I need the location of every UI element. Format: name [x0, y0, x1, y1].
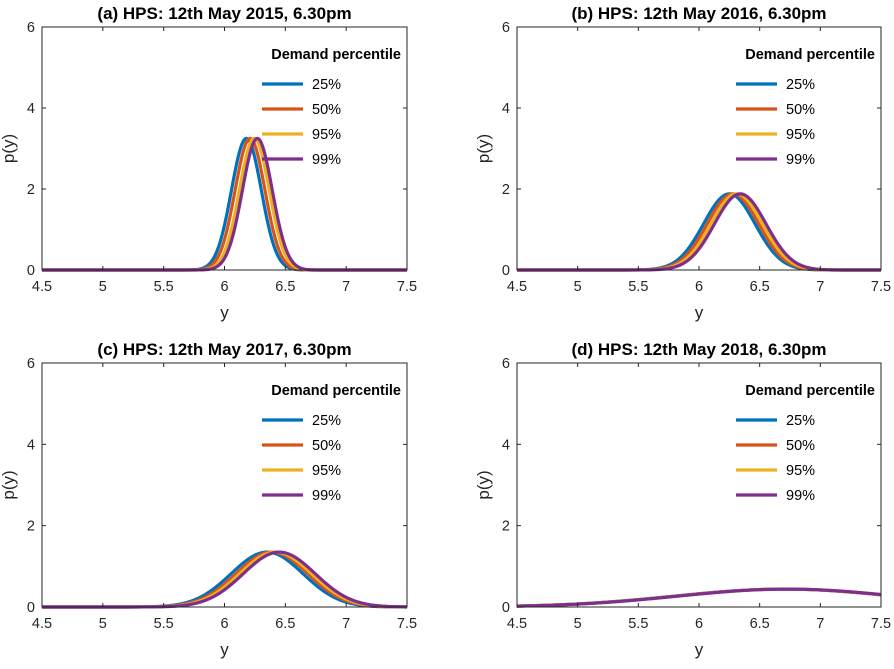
y-axis-label: p(y)	[474, 470, 493, 499]
y-tick-label: 2	[502, 182, 510, 198]
chart-title: (a) HPS: 12th May 2015, 6.30pm	[97, 4, 351, 23]
x-tick-label: 7.5	[397, 616, 417, 632]
legend-item-label: 25%	[312, 77, 341, 93]
x-tick-label: 7.5	[397, 279, 417, 295]
x-tick-label: 6	[220, 279, 228, 295]
x-axis-label: y	[695, 303, 704, 322]
y-tick-label: 6	[502, 20, 510, 36]
y-axis-label: p(y)	[0, 134, 18, 163]
x-tick-label: 7	[816, 279, 824, 295]
legend: Demand percentile 25% 50% 95% 99%	[736, 47, 875, 168]
chart-title: (d) HPS: 12th May 2018, 6.30pm	[571, 340, 826, 359]
y-tick-label: 0	[27, 263, 35, 279]
chart-panel-a: 4.5 5 5.5 6 6.5 7 7.5 0 2 4 6 (a) HPS: 12th May 201…	[0, 4, 417, 322]
legend-title: Demand percentile	[271, 47, 401, 63]
legend-item-label: 25%	[786, 77, 815, 93]
x-tick-label: 5.5	[628, 279, 648, 295]
y-axis-label: p(y)	[0, 470, 18, 499]
y-tick-label: 4	[502, 437, 510, 453]
x-tick-label: 5	[574, 616, 582, 632]
x-tick-label: 6.5	[750, 616, 770, 632]
y-tick-label: 4	[27, 437, 35, 453]
chart-panel-b: 4.5 5 5.5 6 6.5 7 7.5 0 2 4 6 (b) HPS: 12th May 201…	[474, 4, 891, 322]
legend-item-label: 50%	[312, 102, 341, 118]
x-tick-label: 6	[695, 616, 703, 632]
y-tick-label: 2	[502, 519, 510, 535]
x-tick-label: 5	[99, 616, 107, 632]
legend: Demand percentile 25% 50% 95% 99%	[262, 47, 401, 168]
x-tick-label: 6.5	[750, 279, 770, 295]
x-axis-label: y	[220, 640, 229, 659]
legend-item-label: 99%	[312, 152, 341, 168]
y-tick-label: 6	[27, 20, 35, 36]
x-tick-label: 5.5	[154, 616, 174, 632]
legend-title: Demand percentile	[271, 383, 401, 399]
y-tick-label: 2	[27, 519, 35, 535]
legend-item-label: 99%	[312, 488, 341, 504]
y-tick-label: 4	[27, 101, 35, 117]
x-tick-label: 5.5	[628, 616, 648, 632]
chart-panel-c: 4.5 5 5.5 6 6.5 7 7.5 0 2 4 6 (c) HPS: 12th May 201…	[0, 340, 417, 659]
legend-item-label: 25%	[312, 413, 341, 429]
x-axis-label: y	[695, 640, 704, 659]
x-tick-label: 6	[220, 616, 228, 632]
chart-panel-d: 4.5 5 5.5 6 6.5 7 7.5 0 2 4 6 (d) HPS: 12th May 201…	[474, 340, 891, 659]
legend-title: Demand percentile	[745, 47, 875, 63]
x-tick-label: 7.5	[871, 279, 891, 295]
legend-title: Demand percentile	[745, 383, 875, 399]
plot-area	[517, 363, 881, 607]
x-tick-label: 6.5	[275, 279, 295, 295]
legend-item-label: 99%	[786, 152, 815, 168]
x-tick-label: 4.5	[32, 616, 52, 632]
y-tick-label: 0	[502, 600, 510, 616]
plot-area	[42, 363, 407, 607]
y-tick-label: 4	[502, 101, 510, 117]
chart-title: (c) HPS: 12th May 2017, 6.30pm	[97, 340, 351, 359]
x-tick-label: 4.5	[507, 616, 527, 632]
x-tick-label: 7	[342, 616, 350, 632]
x-tick-label: 5.5	[154, 279, 174, 295]
legend: Demand percentile 25% 50% 95% 99%	[262, 383, 401, 504]
legend: Demand percentile 25% 50% 95% 99%	[736, 383, 875, 504]
x-tick-label: 5	[99, 279, 107, 295]
x-axis-label: y	[220, 303, 229, 322]
legend-item-label: 50%	[312, 438, 341, 454]
x-tick-label: 7	[816, 616, 824, 632]
legend-item-label: 95%	[786, 127, 815, 143]
y-tick-label: 6	[502, 356, 510, 372]
x-tick-label: 7.5	[871, 616, 891, 632]
y-tick-label: 2	[27, 182, 35, 198]
legend-item-label: 25%	[786, 413, 815, 429]
y-tick-label: 0	[27, 600, 35, 616]
legend-item-label: 95%	[786, 463, 815, 479]
x-tick-label: 7	[342, 279, 350, 295]
y-tick-label: 0	[502, 263, 510, 279]
x-tick-label: 6.5	[275, 616, 295, 632]
x-tick-label: 4.5	[32, 279, 52, 295]
y-tick-label: 6	[27, 356, 35, 372]
y-axis-label: p(y)	[474, 134, 493, 163]
legend-item-label: 50%	[786, 438, 815, 454]
legend-item-label: 95%	[312, 127, 341, 143]
x-tick-label: 4.5	[507, 279, 527, 295]
x-tick-label: 6	[695, 279, 703, 295]
legend-item-label: 95%	[312, 463, 341, 479]
chart-title: (b) HPS: 12th May 2016, 6.30pm	[571, 4, 826, 23]
legend-item-label: 99%	[786, 488, 815, 504]
legend-item-label: 50%	[786, 102, 815, 118]
x-tick-label: 5	[574, 279, 582, 295]
